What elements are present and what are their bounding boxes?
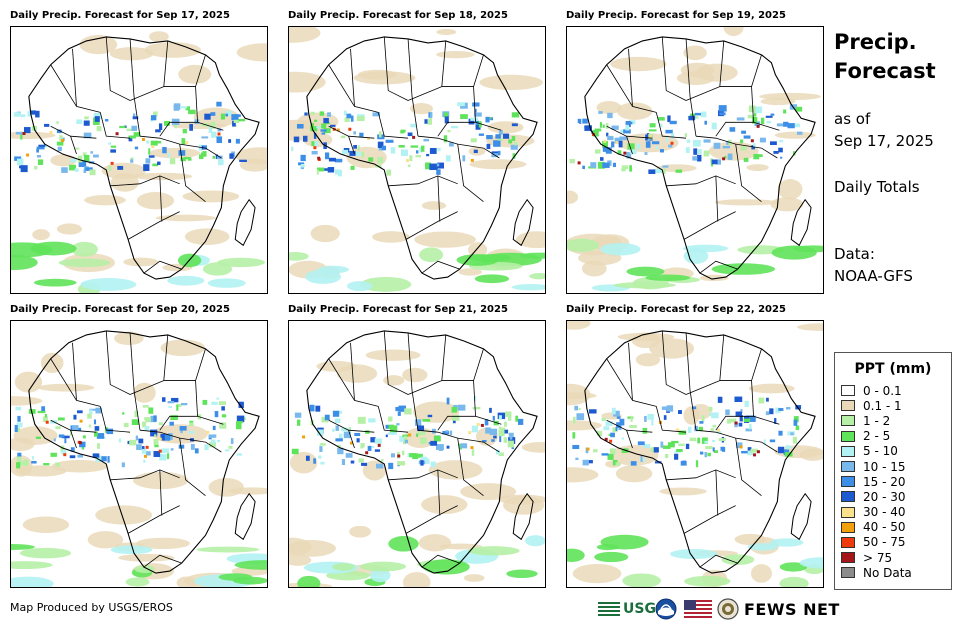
forecast-map-4 xyxy=(10,320,268,588)
legend-swatch xyxy=(841,476,855,488)
legend-item: 50 - 75 xyxy=(835,535,951,550)
forecast-map-1 xyxy=(10,26,268,294)
legend-item: 40 - 50 xyxy=(835,520,951,535)
legend-item: 0 - 0.1 xyxy=(835,383,951,398)
data-source-label: Data: xyxy=(834,245,875,263)
legend-label: > 75 xyxy=(863,550,893,565)
legend-item: 1 - 2 xyxy=(835,413,951,428)
legend-swatch xyxy=(841,385,855,397)
legend-title: PPT (mm) xyxy=(854,361,932,377)
side-title-line1: Precip. xyxy=(834,30,917,54)
legend-label: 50 - 75 xyxy=(863,535,906,550)
legend-swatch xyxy=(841,400,855,412)
legend-swatch xyxy=(841,536,855,548)
seal-icon xyxy=(717,598,739,620)
legend-label: 5 - 10 xyxy=(863,444,898,459)
usgs-logo: USGS xyxy=(598,598,666,620)
state-dept-seal xyxy=(717,598,739,620)
panel-title-3: Daily Precip. Forecast for Sep 19, 2025 xyxy=(566,10,786,21)
panel-title-4: Daily Precip. Forecast for Sep 20, 2025 xyxy=(10,304,230,315)
legend-label: 1 - 2 xyxy=(863,413,891,428)
legend-swatch xyxy=(841,415,855,427)
legend-item: 0.1 - 1 xyxy=(835,398,951,413)
usgs-wave-icon xyxy=(598,602,620,616)
legend-label: 30 - 40 xyxy=(863,505,906,520)
legend-label: 10 - 15 xyxy=(863,459,906,474)
legend-swatch xyxy=(841,491,855,503)
legend-item: 30 - 40 xyxy=(835,505,951,520)
as-of-date: as of Sep 17, 2025 xyxy=(834,108,934,152)
legend-label: 0 - 0.1 xyxy=(863,383,902,398)
legend-swatch xyxy=(841,552,855,564)
legend-label: 2 - 5 xyxy=(863,429,891,444)
legend-item: 2 - 5 xyxy=(835,429,951,444)
legend-label: 0.1 - 1 xyxy=(863,398,902,413)
panel-title-1: Daily Precip. Forecast for Sep 17, 2025 xyxy=(10,10,230,21)
legend-label: 20 - 30 xyxy=(863,489,906,504)
legend-label: 40 - 50 xyxy=(863,520,906,535)
legend-item: 15 - 20 xyxy=(835,474,951,489)
legend-swatch xyxy=(841,445,855,457)
side-title-line2: Forecast xyxy=(834,59,936,83)
noaa-icon xyxy=(655,598,677,620)
credit-text: Map Produced by USGS/EROS xyxy=(10,601,173,614)
forecast-map-2 xyxy=(288,26,546,294)
legend-item: 20 - 30 xyxy=(835,489,951,504)
panel-title-6: Daily Precip. Forecast for Sep 22, 2025 xyxy=(566,304,786,315)
panel-title-5: Daily Precip. Forecast for Sep 21, 2025 xyxy=(288,304,508,315)
legend-swatch xyxy=(841,461,855,473)
totals-label: Daily Totals xyxy=(834,178,920,196)
forecast-map-6 xyxy=(566,320,824,588)
noaa-logo xyxy=(655,598,677,620)
legend-swatch xyxy=(841,521,855,533)
legend-label: 15 - 20 xyxy=(863,474,906,489)
us-flag-icon xyxy=(684,600,712,618)
legend-swatch xyxy=(841,567,855,579)
legend-item: > 75 xyxy=(835,550,951,565)
data-source-value: NOAA-GFS xyxy=(834,267,913,285)
legend-item: No Data xyxy=(835,565,951,580)
as-of-value: Sep 17, 2025 xyxy=(834,132,934,150)
fews-net-logo: FEWS NET xyxy=(744,599,840,619)
legend-swatch xyxy=(841,430,855,442)
legend-swatch xyxy=(841,506,855,518)
legend-label: No Data xyxy=(863,565,912,580)
forecast-map-3 xyxy=(566,26,824,294)
usgs-logo-text: USGS xyxy=(623,601,667,617)
us-flag-logo xyxy=(684,598,712,620)
data-source: Data: NOAA-GFS xyxy=(834,243,913,287)
forecast-map-5 xyxy=(288,320,546,588)
as-of-label: as of xyxy=(834,110,871,128)
side-title: Precip. Forecast xyxy=(834,28,936,86)
panel-title-2: Daily Precip. Forecast for Sep 18, 2025 xyxy=(288,10,508,21)
legend-item: 5 - 10 xyxy=(835,444,951,459)
legend-item: 10 - 15 xyxy=(835,459,951,474)
